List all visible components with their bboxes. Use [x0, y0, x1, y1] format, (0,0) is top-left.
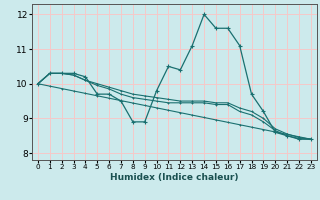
X-axis label: Humidex (Indice chaleur): Humidex (Indice chaleur) — [110, 173, 239, 182]
